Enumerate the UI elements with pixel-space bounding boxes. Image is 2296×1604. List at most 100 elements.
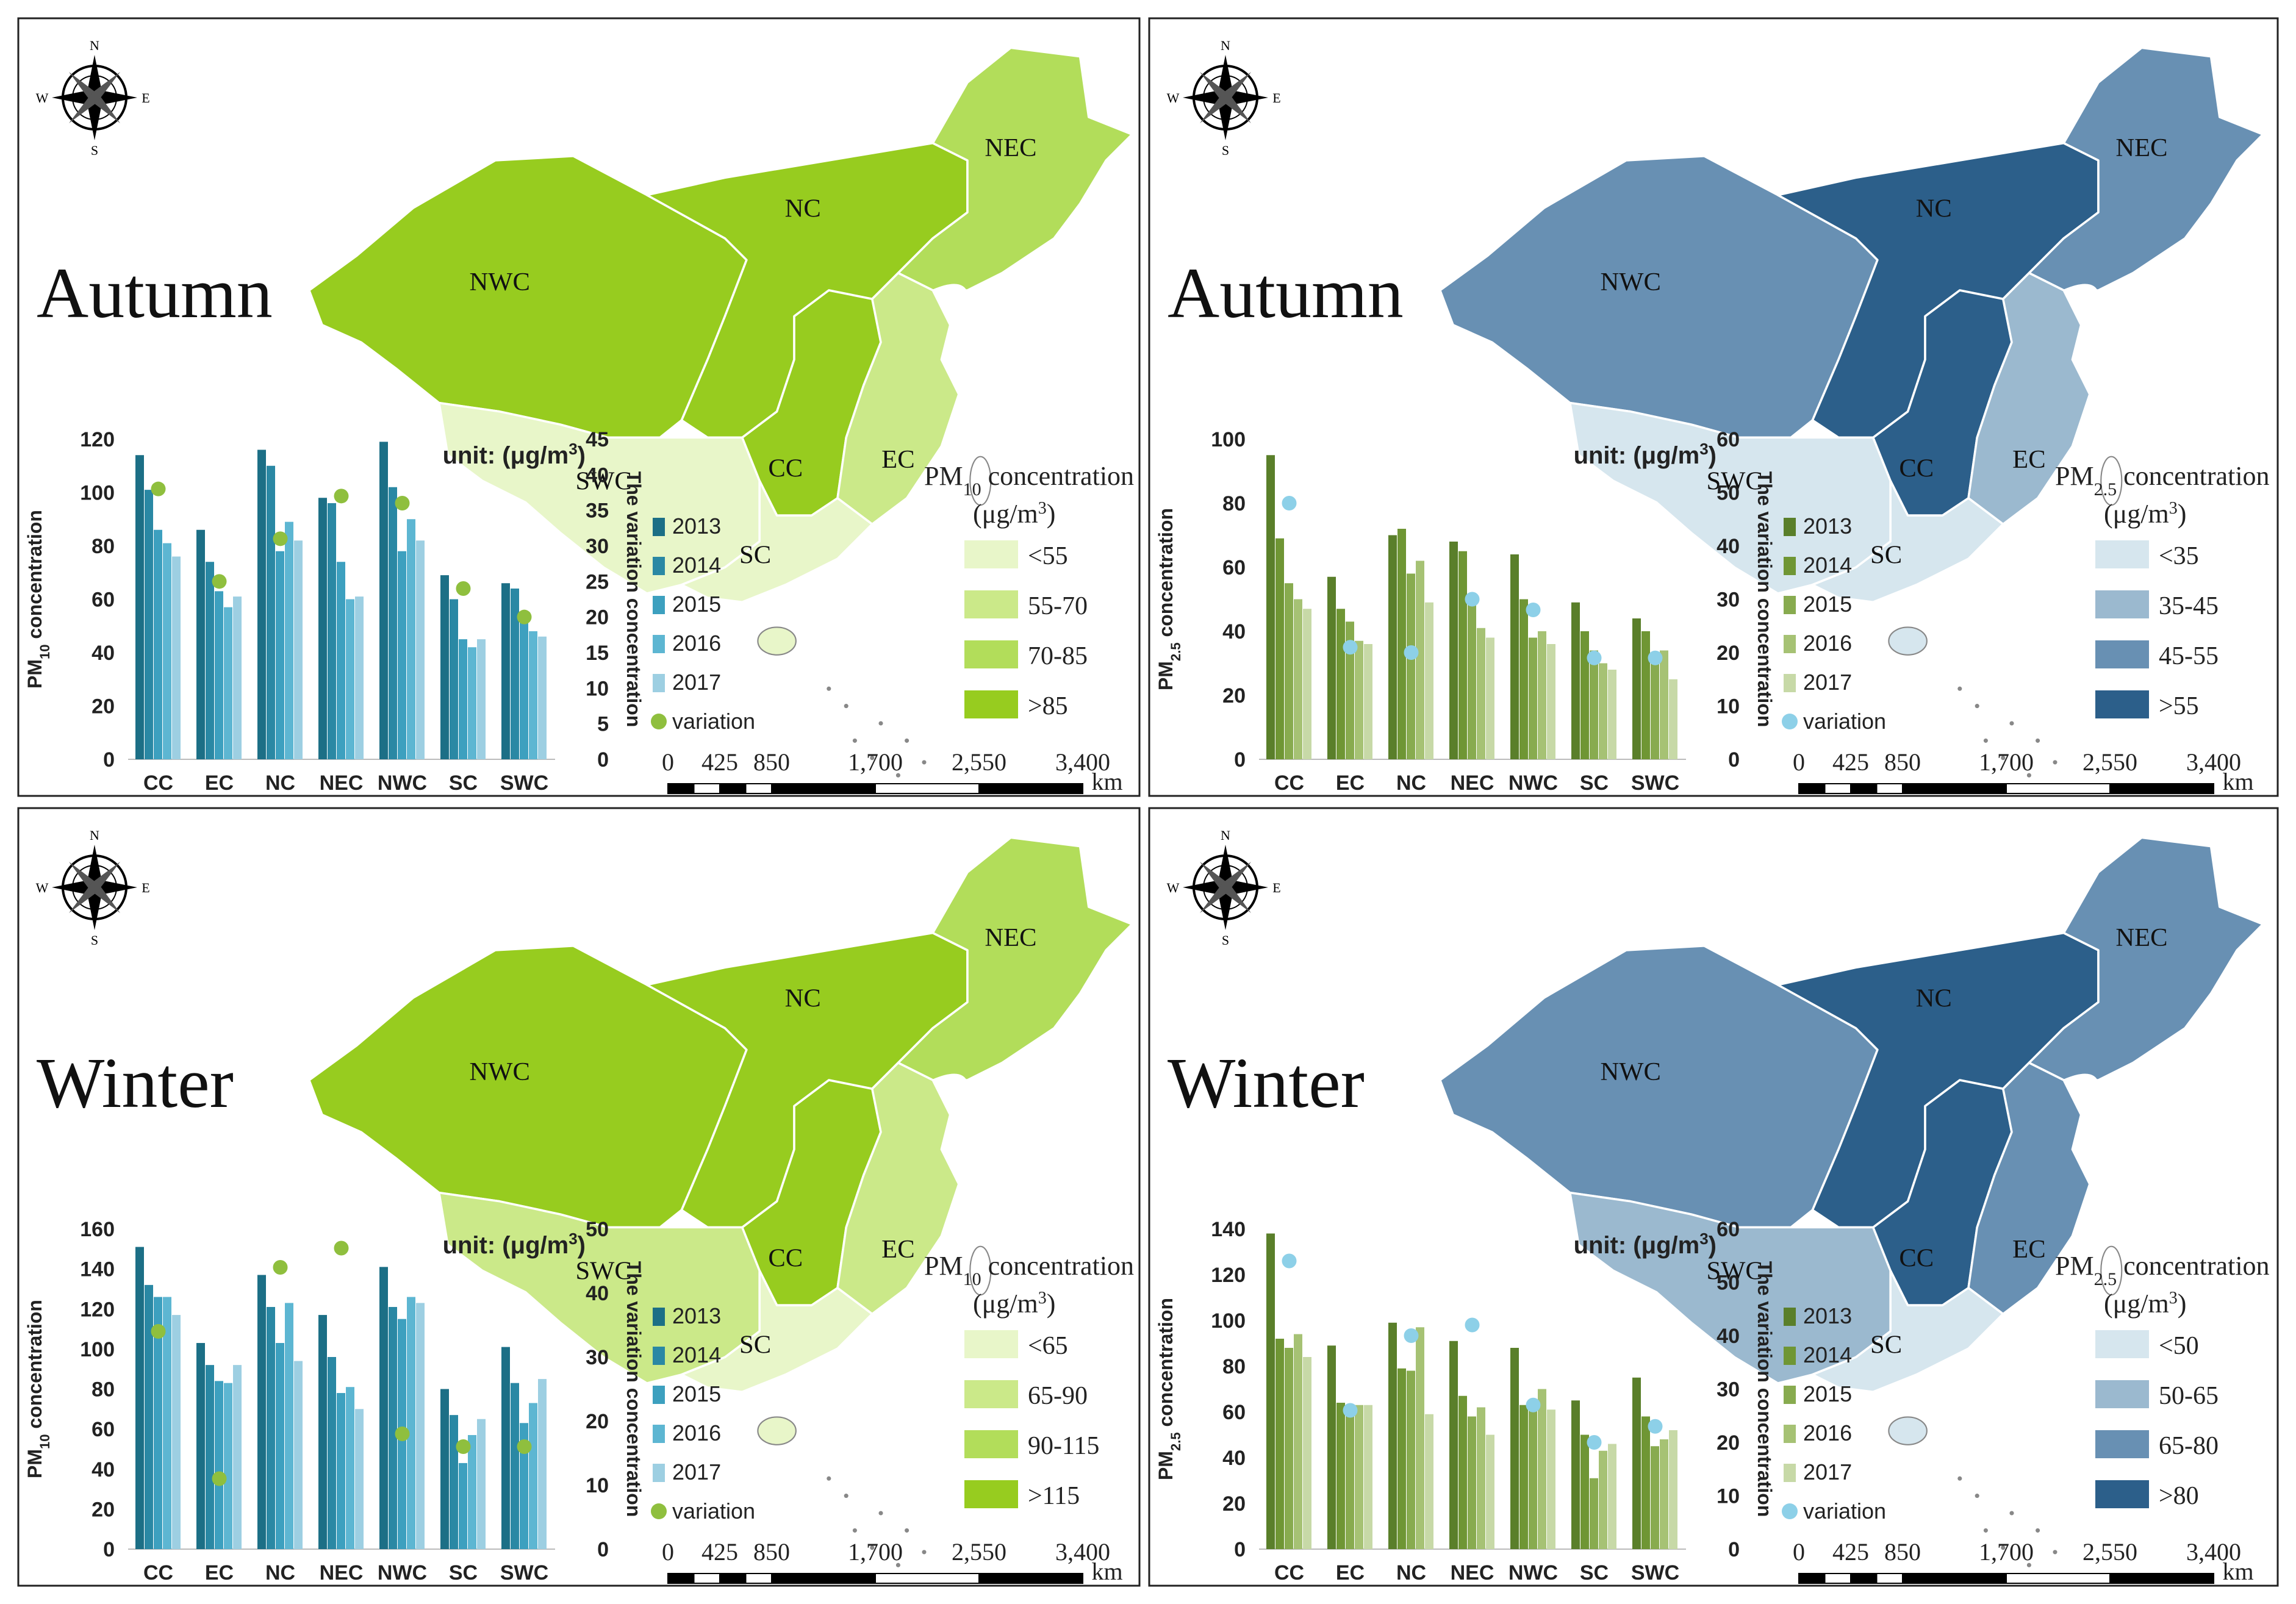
y-tick-label: 140 bbox=[1211, 1218, 1246, 1241]
scale-tick-label: 0 bbox=[1793, 748, 1805, 776]
legend-item-label: <35 bbox=[2159, 542, 2199, 570]
compass-south-label: S bbox=[1222, 143, 1229, 158]
series-legend-swatch bbox=[653, 1308, 665, 1326]
x-tick-label: NC bbox=[1396, 1561, 1426, 1584]
y2-tick-label: 10 bbox=[1717, 695, 1740, 718]
region-label-nwc: NWC bbox=[470, 1058, 530, 1086]
variation-point-swc bbox=[517, 609, 532, 625]
region-nec bbox=[897, 46, 1133, 292]
south-sea-island bbox=[895, 1563, 900, 1567]
bar-2016-nec bbox=[346, 1387, 354, 1549]
y2-tick-label: 40 bbox=[1717, 1325, 1740, 1348]
series-legend-swatch bbox=[1784, 1386, 1796, 1404]
bar-2015-nec bbox=[1468, 596, 1476, 759]
series-legend-swatch bbox=[1784, 1425, 1796, 1443]
scale-tick-label: 1,700 bbox=[848, 1538, 903, 1566]
legend-title-main: PM bbox=[924, 1251, 963, 1281]
unit-label-close: ) bbox=[578, 1232, 586, 1259]
bar-2013-nwc bbox=[379, 442, 388, 759]
region-label-sc: SC bbox=[739, 1330, 771, 1359]
season-title: Winter bbox=[37, 1043, 234, 1123]
bar-2017-sc bbox=[477, 639, 486, 759]
unit-label: unit: (μg/m3) bbox=[1574, 1230, 1717, 1259]
bar-2014-swc bbox=[1641, 1416, 1650, 1549]
compass-icon: N S E W bbox=[1167, 828, 1281, 948]
legend-unit-sup: 3 bbox=[2169, 1289, 2178, 1308]
bar-2015-cc bbox=[1285, 1348, 1293, 1549]
region-nec bbox=[897, 836, 1133, 1081]
legend-unit-main: (μg/m bbox=[2104, 1289, 2169, 1319]
south-sea-island bbox=[2026, 1563, 2031, 1567]
y-tick-label: 0 bbox=[1234, 1538, 1246, 1561]
y-tick-label: 60 bbox=[1222, 556, 1246, 579]
y2-tick-label: 20 bbox=[1717, 1431, 1740, 1455]
bar-2017-nec bbox=[1486, 1434, 1494, 1549]
bar-2014-ec bbox=[1336, 1403, 1345, 1549]
y2-tick-label: 50 bbox=[586, 1218, 609, 1241]
bar-2014-swc bbox=[1641, 631, 1650, 759]
scale-tick-label: 3,400 bbox=[1055, 1538, 1110, 1566]
bar-2015-ec bbox=[215, 591, 223, 759]
region-label-nc: NC bbox=[1916, 984, 1952, 1012]
bar-2016-nc bbox=[285, 1303, 293, 1549]
series-legend-label: 2015 bbox=[672, 1381, 721, 1406]
bar-2014-cc bbox=[1275, 1339, 1284, 1549]
bar-2013-swc bbox=[1632, 1377, 1641, 1549]
south-sea-island bbox=[922, 760, 927, 765]
bar-2017-swc bbox=[1669, 679, 1677, 759]
bar-2016-nc bbox=[1416, 1327, 1424, 1549]
bar-2017-nwc bbox=[1547, 644, 1555, 759]
scale-segment bbox=[978, 1573, 1083, 1584]
y-axis-label-main: PM bbox=[24, 1449, 46, 1478]
bar-2017-cc bbox=[1303, 609, 1311, 759]
y2-tick-label: 15 bbox=[586, 642, 609, 665]
legend-unit: (μg/m3) bbox=[973, 499, 1055, 529]
series-legend-label: 2014 bbox=[672, 553, 721, 578]
series-legend-label: 2013 bbox=[1803, 1303, 1852, 1328]
bar-2013-nec bbox=[1449, 542, 1458, 759]
bar-2014-cc bbox=[145, 1284, 153, 1549]
y-tick-label: 40 bbox=[1222, 620, 1246, 643]
bar-2013-nwc bbox=[1510, 554, 1519, 759]
compass-north-label: N bbox=[1221, 38, 1230, 53]
bar-2014-sc bbox=[450, 1415, 458, 1549]
bar-2016-swc bbox=[1660, 1439, 1668, 1549]
y2-tick-label: 0 bbox=[1728, 748, 1740, 772]
bar-2014-nwc bbox=[389, 1306, 397, 1549]
scale-tick-label: 0 bbox=[662, 1538, 674, 1566]
legend-swatch bbox=[963, 1479, 1019, 1509]
bar-2015-nec bbox=[337, 562, 345, 759]
bar-2014-nwc bbox=[389, 487, 397, 759]
x-tick-label: NEC bbox=[320, 1561, 364, 1584]
x-tick-label: NEC bbox=[1451, 1561, 1494, 1584]
legend-unit-sup: 3 bbox=[2169, 499, 2178, 518]
bar-2015-ec bbox=[215, 1381, 223, 1549]
y-tick-label: 80 bbox=[1222, 492, 1246, 515]
scale-segment bbox=[978, 783, 1083, 794]
legend-title: PM10 concentration bbox=[924, 1251, 1134, 1289]
y-tick-label: 60 bbox=[1222, 1401, 1246, 1424]
bar-2016-nwc bbox=[1538, 1389, 1546, 1549]
y-axis-label: PM10 concentration bbox=[24, 510, 52, 689]
unit-label: unit: (μg/m3) bbox=[443, 440, 586, 469]
y2-tick-label: 20 bbox=[586, 606, 609, 629]
series-legend-swatch bbox=[653, 1464, 665, 1482]
y2-axis-label: The variation concentration bbox=[623, 471, 645, 728]
variation-point-nwc bbox=[395, 1427, 410, 1441]
compass-north-label: N bbox=[90, 828, 99, 843]
compass-east-label: E bbox=[1272, 90, 1280, 106]
bar-2017-sc bbox=[1608, 1444, 1616, 1549]
scale-tick-label: 2,550 bbox=[2083, 1538, 2137, 1566]
legend-item-label: 50-65 bbox=[2159, 1382, 2219, 1410]
china-map: NWC NC NEC SWC CC EC SC bbox=[308, 46, 1133, 778]
compass-west-label: W bbox=[1167, 90, 1180, 106]
bar-2013-sc bbox=[1571, 602, 1580, 759]
legend-unit: (μg/m3) bbox=[2104, 1289, 2186, 1319]
bar-2017-nc bbox=[294, 1361, 303, 1549]
series-legend-label: 2013 bbox=[672, 1303, 721, 1328]
series-legend-swatch bbox=[1784, 635, 1796, 653]
bar-2013-swc bbox=[501, 1347, 510, 1549]
scale-segment bbox=[2006, 783, 2111, 794]
